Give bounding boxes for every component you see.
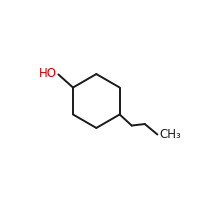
Text: CH₃: CH₃ <box>159 128 181 141</box>
Text: HO: HO <box>39 67 57 80</box>
